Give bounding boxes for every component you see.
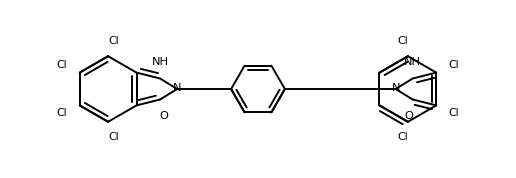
Text: Cl: Cl <box>57 108 67 118</box>
Text: Cl: Cl <box>57 60 67 70</box>
Text: Cl: Cl <box>108 36 119 46</box>
Text: Cl: Cl <box>449 108 459 118</box>
Text: Cl: Cl <box>108 132 119 142</box>
Text: O: O <box>159 111 168 121</box>
Text: Cl: Cl <box>397 36 408 46</box>
Text: Cl: Cl <box>397 132 408 142</box>
Text: NH: NH <box>404 57 421 67</box>
Text: N: N <box>173 83 182 93</box>
Text: N: N <box>391 83 400 93</box>
Text: NH: NH <box>152 57 169 67</box>
Text: O: O <box>405 111 413 121</box>
Text: Cl: Cl <box>449 60 459 70</box>
